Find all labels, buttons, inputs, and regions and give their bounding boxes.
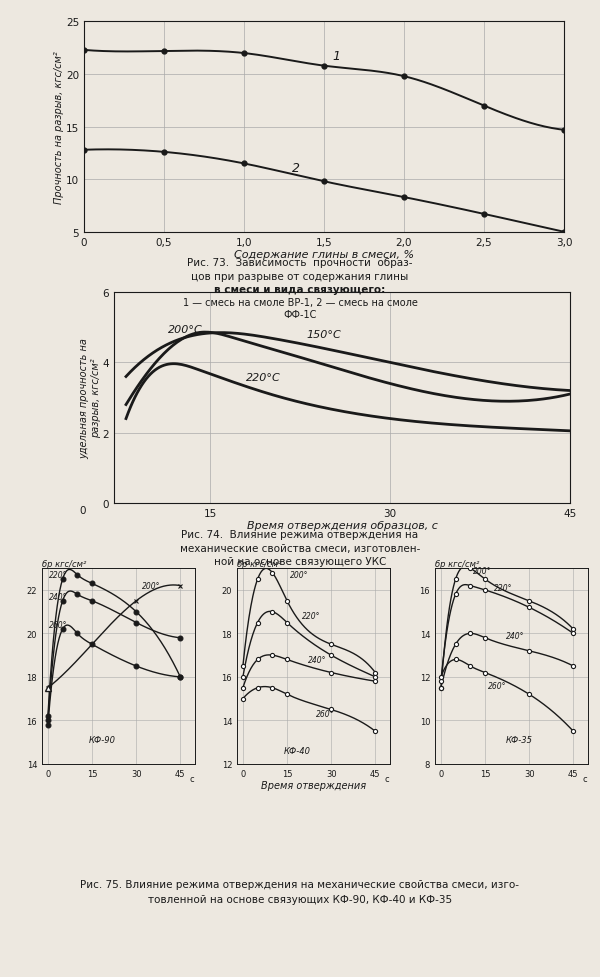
Text: 200°С: 200°С	[168, 324, 203, 334]
Text: 240°: 240°	[308, 655, 326, 664]
Text: 240°: 240°	[506, 631, 524, 640]
Text: 200°: 200°	[473, 566, 492, 574]
Text: 240°: 240°	[49, 592, 68, 601]
Text: цов при разрыве от содержания глины: цов при разрыве от содержания глины	[191, 272, 409, 281]
Text: 150°С: 150°С	[306, 330, 341, 340]
Text: 260°: 260°	[488, 681, 506, 690]
Text: ФФ-1С: ФФ-1С	[283, 310, 317, 319]
Text: 200°: 200°	[290, 571, 308, 579]
X-axis label: Время отверждения образцов, с: Время отверждения образцов, с	[247, 521, 437, 531]
Text: 220°С: 220°С	[246, 372, 281, 383]
Text: 200°: 200°	[142, 581, 161, 590]
Text: КФ-40: КФ-40	[284, 746, 311, 755]
Text: с: с	[582, 775, 587, 784]
Text: 1 — смесь на смоле ВР-1, 2 — смесь на смоле: 1 — смесь на смоле ВР-1, 2 — смесь на см…	[182, 298, 418, 308]
Text: Рис. 75. Влияние режима отверждения на механические свойства смеси, изго-: Рис. 75. Влияние режима отверждения на м…	[80, 879, 520, 889]
X-axis label: Содержание глины в смеси, %: Содержание глины в смеси, %	[234, 250, 414, 260]
Text: 2: 2	[292, 161, 300, 175]
Text: 220°: 220°	[494, 583, 512, 592]
Text: механические свойства смеси, изготовлен-: механические свойства смеси, изготовлен-	[180, 543, 420, 553]
Text: 1: 1	[332, 50, 340, 64]
Text: бр кгс/см²: бр кгс/см²	[435, 560, 479, 569]
Text: товленной на основе связующих КФ-90, КФ-40 и КФ-35: товленной на основе связующих КФ-90, КФ-…	[148, 894, 452, 904]
Y-axis label: удельная прочность на
разрыв, кгс/см²: удельная прочность на разрыв, кгс/см²	[80, 338, 101, 458]
Text: бр кгс/см²: бр кгс/см²	[237, 560, 281, 569]
Text: 0: 0	[80, 506, 86, 516]
Text: с: с	[384, 775, 389, 784]
Text: 260°: 260°	[316, 709, 335, 718]
Text: 260°: 260°	[49, 620, 68, 629]
Text: КФ-90: КФ-90	[89, 736, 116, 744]
Text: КФ-35: КФ-35	[506, 736, 533, 744]
X-axis label: Время отверждения: Время отверждения	[261, 781, 366, 790]
Text: 220°: 220°	[302, 612, 320, 620]
Y-axis label: Прочность на разрыв, кгс/см²: Прочность на разрыв, кгс/см²	[55, 51, 65, 204]
Text: Рис. 73.  Зависимость  прочности  образ-: Рис. 73. Зависимость прочности образ-	[187, 258, 413, 268]
Text: ной на основе связующего УКС: ной на основе связующего УКС	[214, 557, 386, 567]
Text: с: с	[189, 775, 194, 784]
Text: в смеси и вида связующего:: в смеси и вида связующего:	[214, 285, 386, 295]
Text: Рис. 74.  Влияние режима отверждения на: Рис. 74. Влияние режима отверждения на	[181, 530, 419, 539]
Text: бр кгс/см²: бр кгс/см²	[42, 560, 86, 569]
Text: 220°: 220°	[49, 571, 68, 579]
